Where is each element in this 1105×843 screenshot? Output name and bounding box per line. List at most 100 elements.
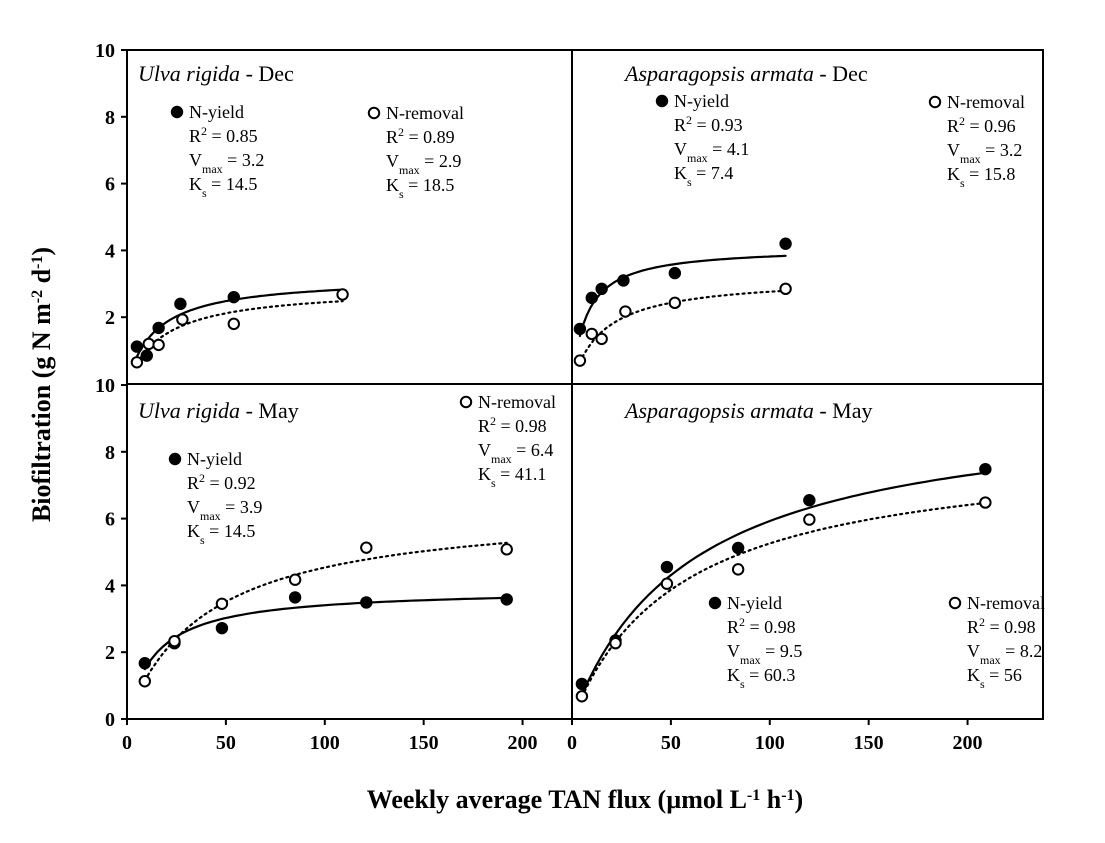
fit-curve-n-removal [143,541,508,682]
legend-series-name: N-yield [727,593,782,613]
legend-r2: R2 = 0.96 [947,114,1016,136]
data-point-n-removal [779,282,792,296]
fit-curve-n-yield [143,596,508,671]
data-point-n-removal [168,634,181,648]
data-point-n-yield [731,541,745,555]
panel-title: Asparagopsis armata - May [623,398,873,423]
legend-ks: Ks = 18.5 [386,175,454,201]
y-tick-label: 8 [105,107,115,129]
legend-marker-n-yield [170,105,184,119]
panel-title: Asparagopsis armata - Dec [623,61,868,86]
fit-curve-n-yield [578,254,787,338]
fit-curve-n-removal [135,300,344,365]
data-point-n-yield [585,291,598,305]
y-tick-label: 6 [105,174,115,196]
legend-vmax: Vmax = 2.9 [386,151,461,177]
data-point-n-yield [779,237,792,250]
data-point-n-removal [595,332,608,346]
data-point-n-removal [215,597,229,610]
x-tick-label: 0 [567,732,577,754]
legend-r2: R2 = 0.85 [189,124,258,146]
data-point-n-removal [731,563,745,576]
data-point-n-yield [174,297,187,311]
legend-marker-n-removal [459,395,473,409]
legend-vmax: Vmax = 3.2 [947,140,1022,166]
x-tick-label: 200 [953,732,983,754]
data-point-n-yield [500,593,513,606]
data-point-n-removal [585,327,598,341]
legend-ks: Ks = 41.1 [478,464,546,490]
data-point-n-yield [573,322,587,336]
y-tick-label: 10 [95,375,115,397]
fit-curve-n-yield [580,471,987,696]
data-point-n-yield [595,282,608,296]
data-point-n-removal [360,541,373,554]
legend-ks: Ks = 7.4 [674,163,733,189]
legend-marker-n-removal [948,596,962,610]
data-point-n-removal [138,675,152,688]
y-tick-label: 4 [105,240,115,262]
x-tick-label: 100 [310,732,340,754]
legend-series-name: N-removal [386,103,464,123]
data-point-n-yield [288,591,302,604]
data-point-n-removal [500,543,513,556]
data-point-n-yield [152,321,165,335]
data-point-n-yield [140,349,153,362]
legend-vmax: Vmax = 3.9 [187,497,262,523]
legend-ks: Ks = 56 [967,665,1022,691]
x-axis-title: Weekly average TAN flux (µmol L-1 h-1) [367,785,803,814]
data-point-n-removal [609,636,622,650]
legend-r2: R2 = 0.98 [727,615,796,637]
panel-title: Ulva rigida - May [138,398,299,423]
legend-vmax: Vmax = 6.4 [478,440,553,466]
y-tick-label: 8 [105,442,115,464]
legend-vmax: Vmax = 4.1 [674,139,749,165]
legend-marker-n-removal [367,106,381,120]
data-point-n-removal [979,496,992,509]
data-point-n-yield [138,657,152,670]
data-point-n-removal [130,356,144,369]
legend-marker-n-yield [655,94,669,108]
panel-title: Ulva rigida - Dec [138,61,294,86]
x-tick-label: 150 [409,732,439,754]
legend-r2: R2 = 0.92 [187,471,256,493]
data-point-n-removal [660,577,674,590]
legend-r2: R2 = 0.98 [478,414,547,436]
x-tick-label: 50 [661,732,681,754]
y-axis-title: Biofiltration (g N m-2 d-1) [27,247,56,522]
x-tick-label: 150 [854,732,884,754]
data-point-n-yield [660,560,674,574]
data-point-n-yield [215,621,229,635]
y-tick-label: 4 [105,575,115,597]
data-point-n-removal [176,313,189,326]
y-tick-label: 6 [105,509,115,531]
legend-marker-n-yield [168,452,182,466]
data-point-n-yield [130,340,144,353]
data-point-n-yield [575,677,589,691]
data-point-n-removal [336,288,349,301]
legend-series-name: N-yield [187,449,242,469]
legend-r2: R2 = 0.93 [674,113,743,135]
legend-marker-n-removal [928,95,942,109]
legend-ks: Ks = 14.5 [187,521,255,547]
data-point-n-removal [288,573,302,586]
x-tick-label: 50 [216,732,236,754]
y-tick-label: 2 [105,642,115,664]
legend-vmax: Vmax = 3.2 [189,150,264,176]
y-tick-label: 0 [105,709,115,731]
x-tick-label: 0 [122,732,132,754]
legend-series-name: N-removal [967,593,1045,613]
x-tick-label: 100 [755,732,785,754]
y-tick-label: 2 [105,307,115,329]
legend-r2: R2 = 0.98 [967,615,1036,637]
legend-ks: Ks = 60.3 [727,665,795,691]
data-point-n-yield [803,494,816,507]
data-point-n-removal [227,317,241,331]
data-point-n-yield [360,596,373,609]
legend-ks: Ks = 15.8 [947,164,1015,190]
data-point-n-removal [803,513,816,526]
